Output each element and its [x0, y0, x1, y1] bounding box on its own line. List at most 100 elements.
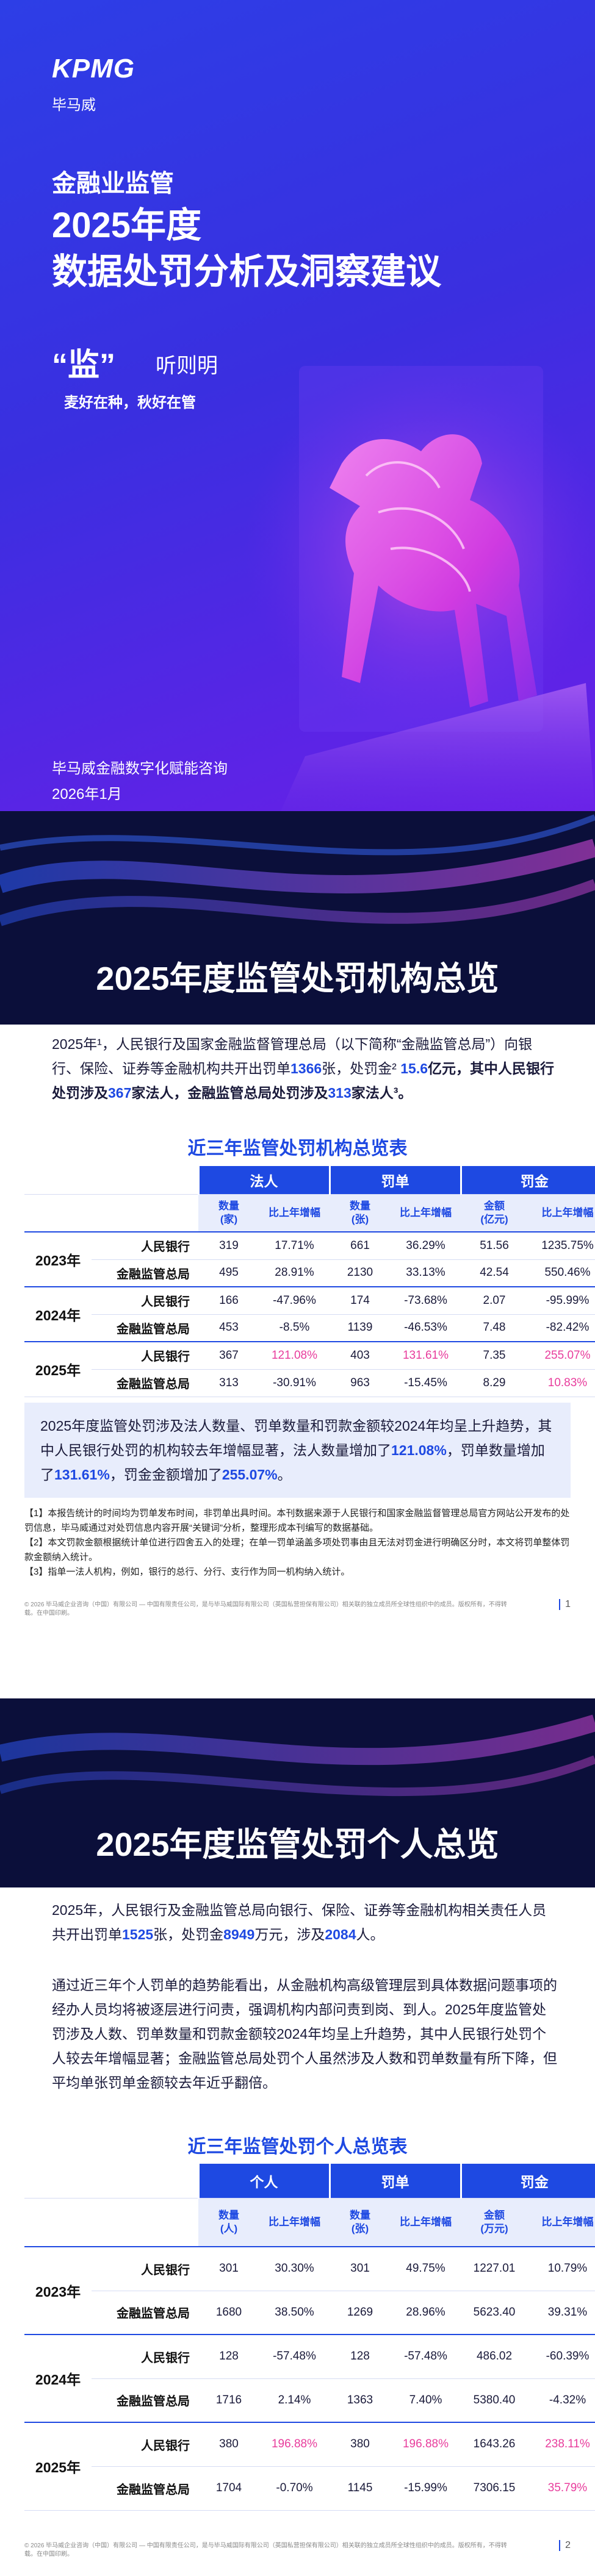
- cell: 1139: [330, 1314, 391, 1342]
- table: 法人 罚单 罚金 数量 (家) 比上年增幅 数量 (张) 比上年增幅 金额 (亿元) 比上年增幅…: [24, 1166, 595, 1397]
- group-header: 罚单: [328, 1166, 461, 1195]
- slogan: 麦好在种，秋好在管: [64, 395, 196, 411]
- cell: 166: [198, 1286, 259, 1315]
- cell: 10.83%: [528, 1369, 595, 1397]
- year: 2024年: [24, 1286, 92, 1342]
- text: 2025年度监管处罚涉及法人数量、罚单数量和罚款金额较2024年均呈上升趋势，其…: [40, 1418, 552, 1458]
- table-title: 近三年监管处罚机构总览表: [187, 1139, 408, 1159]
- subheader: 数量 (张): [330, 2198, 391, 2247]
- section-title: 2025年度监管处罚个人总览: [96, 1826, 499, 1863]
- cell: -57.48%: [391, 2334, 461, 2379]
- data-row: 金融监管总局 313 -30.91% 963 -15.45% 8.29 10.83%: [24, 1369, 595, 1397]
- cell: 2130: [330, 1259, 391, 1287]
- header-row: 个人 罚单 罚金: [24, 2164, 595, 2199]
- header-row: 法人 罚单 罚金: [24, 1166, 595, 1195]
- intro: 2025年¹，人民银行及国家金融监督管理总局（以下简称“金融监管总局”）向银行、…: [52, 1032, 558, 1105]
- blank: [24, 1166, 198, 1195]
- highlight: 131.61%: [54, 1467, 110, 1483]
- cell: 2.07: [461, 1286, 528, 1315]
- cell: -15.45%: [391, 1369, 461, 1397]
- blank: [24, 1194, 198, 1233]
- subheader: 金额 (万元): [461, 2198, 528, 2247]
- year: 2025年: [24, 2422, 92, 2511]
- cell: 486.02: [461, 2334, 528, 2379]
- text: 。: [277, 1467, 292, 1483]
- title-line3: 数据处罚分析及洞察建议: [52, 252, 442, 292]
- text: 2025年，人民银行及金融监管总局向银行、保险、证券等金融机构相关责任人员共开出…: [52, 1902, 547, 1942]
- brand: KPMG: [52, 54, 135, 84]
- subheader: 比上年增幅: [391, 2198, 461, 2247]
- subheader: 数量 (张): [330, 1194, 391, 1233]
- text: 张，处罚金: [153, 1927, 224, 1942]
- cell: 1269: [330, 2291, 391, 2335]
- subheader-row: 数量 (家) 比上年增幅 数量 (张) 比上年增幅 金额 (亿元) 比上年增幅: [24, 1194, 595, 1233]
- institution: 金融监管总局: [92, 2291, 198, 2335]
- cell: 33.13%: [391, 1259, 461, 1287]
- cell: 313: [198, 1369, 259, 1397]
- cover-art: [244, 366, 595, 811]
- cell: 255.07%: [528, 1341, 595, 1370]
- cell: -4.32%: [528, 2378, 595, 2423]
- cell: 1680: [198, 2291, 259, 2335]
- subheader-row: 数量 (人) 比上年增幅 数量 (张) 比上年增幅 金额 (万元) 比上年增幅: [24, 2198, 595, 2247]
- text: 亿元，其中人民银行处罚涉及: [52, 1061, 554, 1101]
- cell: 30.30%: [259, 2246, 330, 2291]
- cell: 7.35: [461, 1341, 528, 1370]
- page-number: 1: [559, 1599, 571, 1610]
- copyright: © 2026 毕马威企业咨询（中国）有限公司 — 中国有限责任公司，是与毕马威国…: [24, 1601, 507, 1617]
- banner: 2025年度监管处罚机构总览: [0, 811, 595, 1025]
- note: 【1】本报告统计的时间均为罚单发布时间，非罚单出具时间。本刊数据来源于人民银行和…: [24, 1508, 570, 1533]
- highlight: 121.08%: [391, 1442, 447, 1458]
- data-row: 2023年 人民银行 319 17.71% 661 36.29% 51.56 1235.75%: [24, 1231, 595, 1287]
- data-row: 2023年 人民银行 301 30.30% 301 49.75% 1227.01 10.79%: [24, 2246, 595, 2335]
- motto-char: “监”: [52, 348, 116, 383]
- institution: 人民银行: [92, 2246, 198, 2291]
- cell: 1145: [330, 2466, 391, 2511]
- cell: 367: [198, 1341, 259, 1370]
- org: 毕马威金融数字化赋能咨询: [52, 760, 228, 777]
- cell: 196.88%: [259, 2422, 330, 2467]
- cell: 51.56: [461, 1231, 528, 1260]
- cell: -95.99%: [528, 1286, 595, 1315]
- highlight: 255.07%: [222, 1467, 278, 1483]
- cell: 196.88%: [391, 2422, 461, 2467]
- subheader: 数量 (家): [198, 1194, 259, 1233]
- group-header: 法人: [197, 1166, 330, 1195]
- subheader: 金额 (亿元): [461, 1194, 528, 1233]
- institution: 金融监管总局: [92, 1369, 198, 1397]
- cell: 380: [330, 2422, 391, 2467]
- institution: 人民银行: [92, 2422, 198, 2467]
- data-row: 金融监管总局 1716 2.14% 1363 7.40% 5380.40 -4.32%: [24, 2378, 595, 2423]
- title-line2: 2025年度: [52, 206, 202, 245]
- cell: 1704: [198, 2466, 259, 2511]
- cell: 17.71%: [259, 1231, 330, 1260]
- data-row: 2025年 人民银行 380 196.88% 380 196.88% 1643.26 238.…: [24, 2422, 595, 2511]
- group-header: 罚单: [328, 2164, 461, 2199]
- subheader: 数量 (人): [198, 2198, 259, 2247]
- cell: 1227.01: [461, 2246, 528, 2291]
- cell: 128: [198, 2334, 259, 2379]
- cover: KPMG 毕马威 金融业监管 2025年度 数据处罚分析及洞察建议 “监” 听则…: [0, 0, 595, 811]
- banner-waves: [0, 1714, 595, 1887]
- cell: -30.91%: [259, 1369, 330, 1397]
- cell: -15.99%: [391, 2466, 461, 2511]
- cell: 42.54: [461, 1259, 528, 1287]
- data-row: 2024年 人民银行 166 -47.96% 174 -73.68% 2.07 -95.99%: [24, 1286, 595, 1342]
- text: 家法人，金融监管总局处罚涉及: [131, 1085, 328, 1101]
- data-row: 金融监管总局 1704 -0.70% 1145 -15.99% 7306.15 35.79%: [24, 2466, 595, 2511]
- institution: 人民银行: [92, 1341, 198, 1370]
- cell: 319: [198, 1231, 259, 1260]
- institution: 金融监管总局: [92, 1314, 198, 1342]
- highlight: 15.6: [400, 1061, 428, 1076]
- cell: 49.75%: [391, 2246, 461, 2291]
- subheader: 比上年增幅: [528, 2198, 595, 2247]
- data-row: 2024年 人民银行 128 -57.48% 128 -57.48% 486.02 -60.3…: [24, 2334, 595, 2423]
- table: 个人 罚单 罚金 数量 (人) 比上年增幅 数量 (张) 比上年增幅 金额 (万元) 比上年增幅…: [24, 2164, 595, 2511]
- cell: 128: [330, 2334, 391, 2379]
- cell: -46.53%: [391, 1314, 461, 1342]
- note: 【2】本文罚款金额根据统计单位进行四舍五入的处理；在单一罚单涵盖多项处罚事由且无…: [24, 1537, 570, 1562]
- cell: 238.11%: [528, 2422, 595, 2467]
- cell: 28.91%: [259, 1259, 330, 1287]
- cell: 35.79%: [528, 2466, 595, 2511]
